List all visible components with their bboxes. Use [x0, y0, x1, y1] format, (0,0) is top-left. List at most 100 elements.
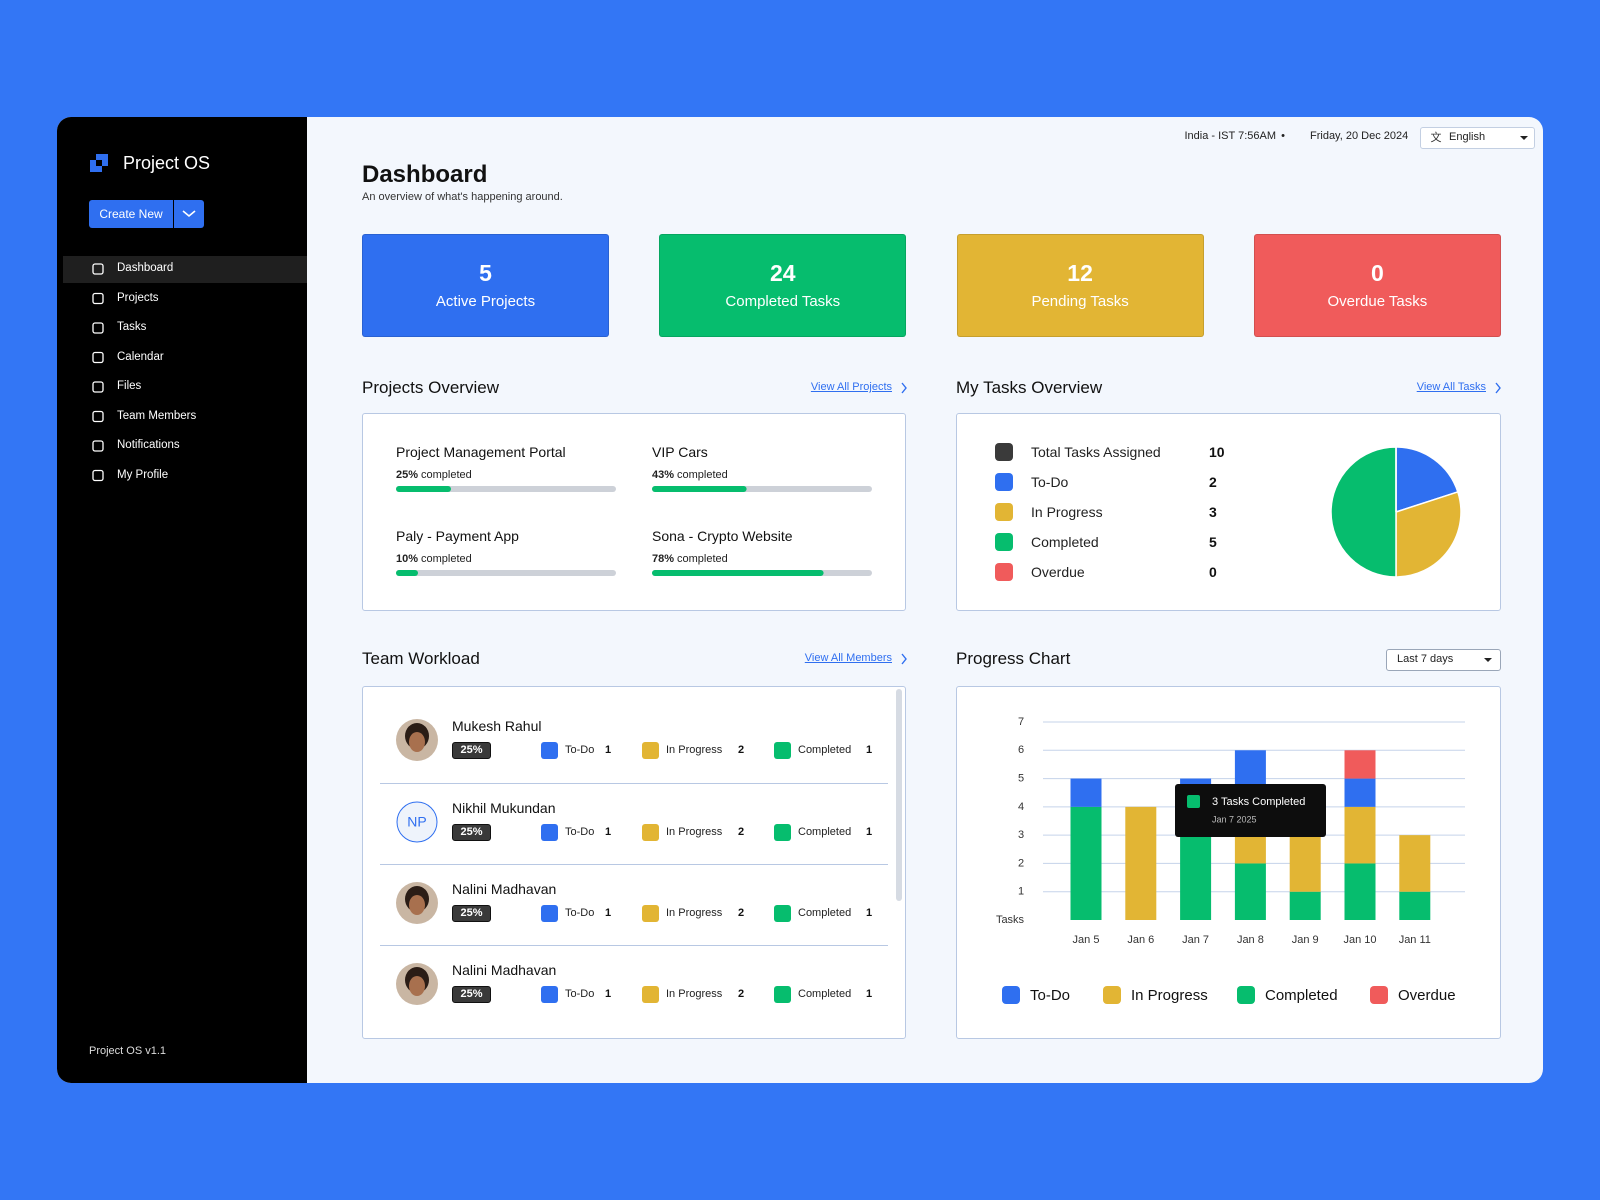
task-legend-value: 0: [1209, 563, 1217, 580]
project-progress-text: 10% completed: [396, 552, 472, 566]
task-name: Completed: [798, 907, 852, 920]
progress-status: completed: [421, 553, 472, 565]
section-title: My Tasks Overview: [956, 377, 1103, 397]
progress-percent: 78%: [652, 553, 675, 565]
separator: •: [1281, 130, 1285, 143]
row-separator: [380, 945, 888, 946]
task-name: To-Do: [565, 907, 595, 920]
progress-status: completed: [421, 469, 472, 481]
workload-badge: [452, 905, 491, 922]
create-new-button[interactable]: [89, 200, 173, 228]
create-new-label: Create New: [99, 206, 163, 221]
nav-item[interactable]: Dashboard: [117, 262, 174, 275]
progress-percent: 25%: [396, 469, 419, 481]
workload-panel: [362, 686, 906, 1039]
section-link[interactable]: View All Tasks: [1416, 381, 1486, 394]
task-name: Completed: [798, 826, 852, 839]
nav-item[interactable]: Notifications: [117, 439, 180, 452]
nav-item[interactable]: Tasks: [117, 321, 147, 334]
stat-value: 5: [479, 260, 492, 287]
task-legend-name: Completed: [1031, 533, 1099, 550]
row-separator: [380, 783, 888, 784]
version-label: Project OS v1.1: [89, 1045, 167, 1058]
chart-panel: [956, 686, 1501, 1039]
task-name: In Progress: [666, 744, 723, 757]
stat-card: [956, 234, 1204, 337]
project-name: Paly - Payment App: [396, 527, 519, 544]
period-label: Last 7 days: [1397, 653, 1454, 666]
project-progress-text: 43% completed: [652, 468, 728, 482]
project-name: Sona - Crypto Website: [652, 527, 793, 544]
stat-card: [362, 234, 609, 337]
task-count: 1: [866, 744, 873, 757]
page-title: Dashboard: [362, 160, 488, 188]
nav-item[interactable]: My Profile: [117, 468, 169, 481]
task-legend-name: Overdue: [1031, 563, 1085, 580]
task-count: 2: [738, 907, 745, 920]
location-time: India - IST 7:56AM: [1184, 130, 1276, 143]
member-name: Nalini Madhavan: [452, 880, 557, 897]
stat-card: [659, 234, 907, 337]
stat-label: Overdue Tasks: [1327, 293, 1428, 310]
task-legend-name: In Progress: [1031, 503, 1103, 520]
workload-badge: [452, 742, 491, 759]
scrollbar-thumb: [896, 689, 902, 901]
project-progress-text: 78% completed: [652, 552, 728, 566]
task-count: 1: [866, 988, 873, 1001]
task-count: 2: [738, 988, 745, 1001]
task-legend-value: 10: [1209, 443, 1225, 460]
task-count: 1: [605, 907, 612, 920]
task-legend-name: To-Do: [1031, 473, 1069, 490]
create-dropdown-button[interactable]: [174, 200, 204, 228]
stat-card: [1253, 234, 1501, 337]
stat-value: 24: [770, 260, 796, 287]
projects-panel: [362, 413, 906, 611]
nav-item[interactable]: Files: [117, 380, 142, 393]
nav-item[interactable]: Projects: [117, 291, 159, 304]
workload-label: 25%: [460, 826, 483, 839]
member-name: Nikhil Mukundan: [452, 799, 556, 816]
period-select[interactable]: [1386, 649, 1501, 671]
stat-value: 0: [1370, 260, 1384, 287]
stat-label: Active Projects: [435, 293, 536, 310]
progress-percent: 10%: [396, 553, 419, 565]
nav-item[interactable]: Calendar: [117, 350, 164, 363]
task-name: In Progress: [666, 907, 723, 920]
section-title: Projects Overview: [362, 377, 499, 397]
page-subtitle: An overview of what's happening around.: [362, 191, 563, 204]
task-name: Completed: [798, 744, 852, 757]
task-count: 1: [866, 826, 873, 839]
progress-status: completed: [677, 553, 728, 565]
workload-label: 25%: [460, 744, 483, 757]
row-separator: [380, 864, 888, 865]
workload-badge: [452, 824, 491, 841]
project-progress-text: 25% completed: [396, 468, 472, 482]
task-count: 1: [605, 988, 612, 1001]
workload-badge: [452, 986, 491, 1003]
brand-name: Project OS: [123, 153, 211, 174]
section-link[interactable]: View All Members: [804, 652, 892, 665]
task-count: 2: [738, 744, 745, 757]
task-name: To-Do: [565, 744, 595, 757]
task-name: To-Do: [565, 988, 595, 1001]
language-label: English: [1449, 131, 1486, 144]
task-name: Completed: [798, 988, 852, 1001]
section-title: Team Workload: [362, 648, 480, 668]
nav-active-background: [63, 256, 307, 283]
section-title: Progress Chart: [956, 648, 1071, 668]
task-count: 2: [738, 826, 745, 839]
language-select[interactable]: [1420, 127, 1535, 149]
section-link[interactable]: View All Projects: [810, 381, 892, 394]
stat-label: Completed Tasks: [725, 293, 841, 310]
workload-label: 25%: [460, 907, 483, 920]
date: Friday, 20 Dec 2024: [1310, 130, 1409, 143]
task-count: 1: [605, 826, 612, 839]
member-name: Nalini Madhavan: [452, 961, 557, 978]
progress-status: completed: [677, 469, 728, 481]
stat-value: 12: [1067, 260, 1093, 287]
nav-item[interactable]: Team Members: [117, 409, 197, 422]
task-legend-value: 2: [1209, 473, 1217, 490]
member-name: Mukesh Rahul: [452, 717, 542, 734]
task-legend-value: 5: [1209, 533, 1217, 550]
progress-percent: 43%: [652, 469, 675, 481]
